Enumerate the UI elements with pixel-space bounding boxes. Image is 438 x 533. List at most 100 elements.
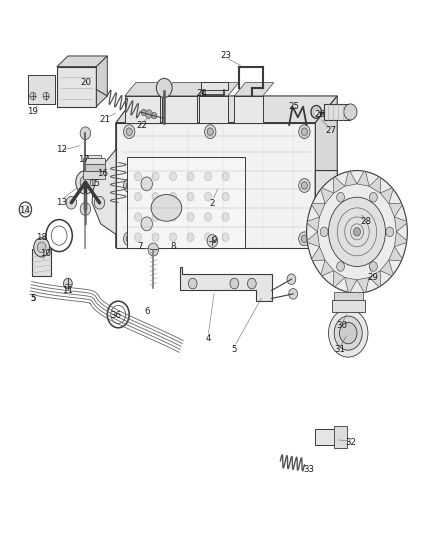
- Circle shape: [205, 172, 212, 181]
- Text: 13: 13: [56, 198, 67, 207]
- Polygon shape: [312, 247, 325, 261]
- Text: 11: 11: [62, 286, 74, 295]
- Circle shape: [289, 288, 297, 299]
- Circle shape: [134, 213, 141, 221]
- Circle shape: [187, 213, 194, 221]
- Circle shape: [188, 278, 197, 289]
- Circle shape: [80, 127, 91, 140]
- Circle shape: [205, 213, 212, 221]
- Text: 21: 21: [99, 116, 111, 124]
- Circle shape: [152, 213, 159, 221]
- Polygon shape: [312, 203, 325, 217]
- Circle shape: [301, 235, 307, 243]
- Polygon shape: [357, 171, 369, 186]
- Circle shape: [247, 278, 256, 289]
- Text: 32: 32: [345, 438, 356, 447]
- Bar: [32, 249, 51, 276]
- Text: 9: 9: [212, 237, 217, 245]
- Text: 8: 8: [170, 242, 176, 251]
- Polygon shape: [96, 56, 107, 107]
- Text: 12: 12: [56, 145, 67, 154]
- Circle shape: [34, 238, 49, 257]
- Text: 4: 4: [205, 334, 211, 343]
- Circle shape: [336, 192, 344, 202]
- Circle shape: [205, 125, 216, 139]
- Circle shape: [170, 172, 177, 181]
- Circle shape: [222, 172, 229, 181]
- Bar: [201, 82, 228, 90]
- Bar: [125, 96, 160, 123]
- Circle shape: [299, 125, 310, 139]
- Circle shape: [299, 232, 310, 246]
- Circle shape: [205, 233, 212, 241]
- Bar: [324, 104, 350, 120]
- Bar: [334, 292, 363, 300]
- Circle shape: [66, 196, 77, 209]
- Polygon shape: [395, 232, 407, 247]
- Polygon shape: [315, 96, 337, 248]
- Circle shape: [152, 112, 157, 119]
- Circle shape: [187, 172, 194, 181]
- Circle shape: [76, 171, 95, 194]
- Circle shape: [64, 278, 72, 289]
- Text: 23: 23: [220, 52, 231, 60]
- Bar: [57, 67, 96, 107]
- Polygon shape: [345, 171, 357, 186]
- Circle shape: [369, 192, 377, 202]
- Circle shape: [344, 104, 357, 120]
- Text: 5: 5: [30, 294, 35, 303]
- Circle shape: [30, 92, 36, 100]
- Bar: [83, 158, 105, 164]
- Circle shape: [134, 192, 141, 201]
- Text: 14: 14: [18, 206, 30, 215]
- Text: 10: 10: [40, 249, 52, 257]
- Polygon shape: [380, 260, 393, 276]
- Circle shape: [307, 171, 407, 293]
- Ellipse shape: [151, 195, 182, 221]
- Circle shape: [222, 192, 229, 201]
- Circle shape: [170, 192, 177, 201]
- Circle shape: [170, 233, 177, 241]
- Polygon shape: [395, 217, 407, 232]
- Circle shape: [207, 128, 213, 135]
- Polygon shape: [369, 177, 381, 193]
- Text: 29: 29: [367, 273, 378, 281]
- Circle shape: [230, 278, 239, 289]
- Circle shape: [386, 227, 394, 237]
- Circle shape: [152, 172, 159, 181]
- Text: 36: 36: [110, 311, 122, 320]
- Circle shape: [287, 274, 296, 285]
- Polygon shape: [357, 278, 369, 293]
- Circle shape: [124, 125, 135, 139]
- Circle shape: [152, 192, 159, 201]
- Circle shape: [170, 213, 177, 221]
- Polygon shape: [116, 123, 315, 248]
- Polygon shape: [333, 271, 345, 287]
- Circle shape: [353, 228, 360, 236]
- Polygon shape: [125, 83, 171, 96]
- Polygon shape: [180, 266, 272, 301]
- Circle shape: [205, 192, 212, 201]
- Circle shape: [124, 179, 135, 192]
- Circle shape: [222, 233, 229, 241]
- Text: 16: 16: [97, 169, 109, 177]
- Circle shape: [299, 179, 310, 192]
- Bar: [332, 300, 365, 312]
- Polygon shape: [315, 171, 337, 248]
- Circle shape: [156, 78, 172, 98]
- Text: 6: 6: [144, 308, 149, 316]
- Circle shape: [141, 109, 146, 116]
- Polygon shape: [234, 83, 274, 96]
- Text: 18: 18: [36, 233, 47, 241]
- Polygon shape: [380, 188, 393, 204]
- Circle shape: [328, 309, 368, 357]
- Text: 30: 30: [336, 321, 347, 329]
- Circle shape: [207, 235, 218, 247]
- Bar: [334, 426, 347, 448]
- Bar: [315, 429, 335, 445]
- Text: 33: 33: [303, 465, 314, 473]
- Circle shape: [126, 235, 132, 243]
- Circle shape: [301, 182, 307, 189]
- Circle shape: [37, 242, 46, 253]
- Polygon shape: [199, 83, 239, 96]
